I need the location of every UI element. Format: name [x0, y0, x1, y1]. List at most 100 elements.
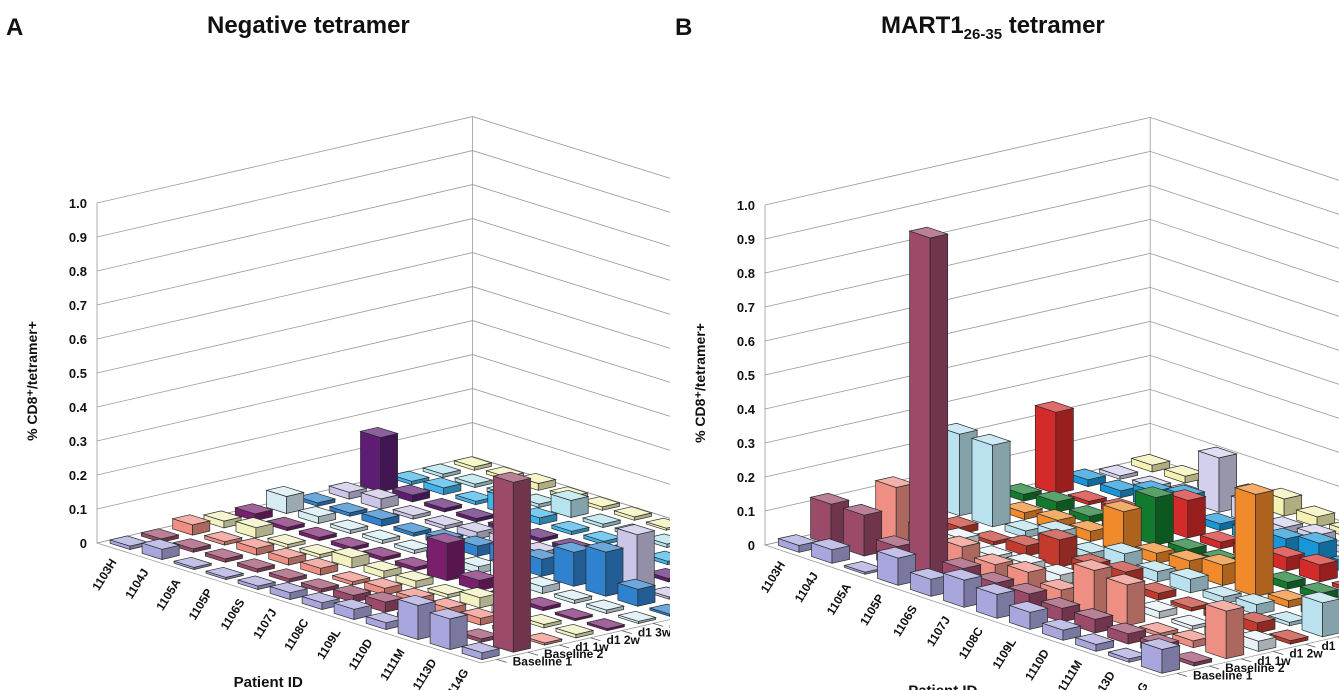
bar — [428, 608, 469, 650]
grid-line — [96, 116, 670, 204]
grid-line — [764, 218, 1339, 308]
y-tick-label: 0.6 — [737, 334, 755, 349]
z-tick-label: d1 2w — [1289, 646, 1323, 660]
bar-side-face — [512, 477, 531, 653]
bar — [549, 489, 590, 518]
bar — [267, 547, 308, 566]
bar-top-face — [428, 608, 469, 620]
bar-top-face — [1106, 622, 1147, 635]
bar — [648, 603, 670, 617]
x-tick-label: 1105P — [857, 592, 887, 628]
bar — [810, 538, 851, 564]
z-tick-label: Baseline 2 — [544, 647, 604, 661]
z-tick-mark — [527, 651, 539, 656]
bar — [1331, 580, 1339, 589]
y-tick-label: 0.5 — [69, 366, 87, 381]
bar — [585, 599, 626, 614]
bar — [1107, 647, 1148, 663]
bar — [235, 537, 276, 556]
bar — [554, 623, 595, 639]
bar-top-face — [140, 538, 181, 550]
bar-top-face — [492, 471, 532, 483]
bar-front-face — [493, 475, 514, 653]
bar-side-face — [449, 614, 468, 650]
bar-top-face — [1035, 509, 1077, 521]
bar-top-face — [1265, 546, 1306, 558]
bar-top-face — [171, 514, 212, 526]
bar-top-face — [646, 550, 670, 562]
bar-top-face — [554, 623, 595, 635]
z-tick-label: Baseline 2 — [1225, 661, 1285, 675]
bar-top-face — [453, 456, 493, 468]
bar — [616, 578, 657, 607]
z-tick-mark — [1273, 651, 1284, 655]
bar — [422, 477, 463, 496]
bar — [1168, 567, 1210, 594]
bar-side-face — [1155, 493, 1174, 546]
bar-top-face — [1007, 582, 1048, 595]
bar-top-face — [517, 472, 557, 484]
bar-top-face — [1135, 560, 1177, 572]
z-tick-mark — [621, 630, 632, 634]
bar-chart-3d: 0 0.1 0.2 0.3 0.4 0.5 0.6 0.7 0.8 0.9 1.0 % CD8⁺/te… — [24, 116, 670, 690]
bar — [299, 557, 340, 576]
bar-top-face — [233, 503, 274, 515]
bar-top-face — [810, 538, 851, 551]
bar-top-face — [523, 632, 564, 644]
bar — [268, 582, 309, 600]
bar-top-face — [939, 527, 981, 540]
bar-top-face — [1040, 597, 1081, 609]
y-tick-label: 0.9 — [737, 232, 755, 247]
bar-front-face — [360, 430, 381, 493]
z-tick-label: d1 2w — [607, 633, 641, 647]
grid-line — [96, 286, 670, 374]
bar-top-face — [1037, 528, 1079, 541]
bar-top-face — [1034, 490, 1076, 503]
bar — [457, 569, 498, 592]
bar — [1067, 490, 1108, 506]
x-tick-label: 1105A — [153, 576, 183, 613]
bar-top-face — [1328, 521, 1339, 528]
bar-top-face — [584, 541, 625, 553]
bar — [613, 506, 653, 521]
bar-top-face — [1002, 501, 1044, 514]
bar-top-face — [1008, 601, 1049, 613]
bar-top-face — [392, 522, 433, 534]
bar — [617, 610, 658, 624]
bar-top-face — [1103, 560, 1145, 573]
bar-top-face — [648, 603, 670, 615]
bar — [454, 490, 495, 506]
bar-front-face — [909, 230, 931, 579]
bar-side-face — [992, 440, 1011, 528]
bar — [1233, 483, 1275, 597]
bar — [332, 598, 373, 620]
y-tick-label: 0.5 — [737, 368, 755, 383]
bar-front-face — [397, 598, 419, 640]
z-tick-label: Baseline 1 — [1193, 668, 1253, 682]
bar-top-face — [1136, 582, 1178, 594]
bar — [140, 538, 181, 560]
bar — [552, 541, 593, 587]
x-tick-label: 1110D — [346, 636, 376, 673]
z-tick-label: Baseline 1 — [513, 654, 573, 668]
bar-top-face — [1005, 552, 1047, 565]
bar-front-face — [1331, 582, 1339, 589]
bar — [330, 547, 371, 569]
bar-top-face — [391, 484, 431, 496]
bar-top-face — [937, 422, 979, 435]
bar-top-face — [1166, 538, 1208, 550]
bar — [553, 589, 594, 604]
x-tick-label: 1114G — [1121, 680, 1151, 690]
grid-line — [764, 184, 1339, 274]
y-tick-label: 0.3 — [69, 434, 87, 449]
bar-front-face — [585, 545, 607, 597]
bar — [391, 505, 432, 520]
bar-top-face — [172, 538, 212, 550]
bar — [1098, 464, 1139, 480]
grid-line — [764, 116, 1339, 206]
bar-top-face — [332, 598, 373, 610]
bar — [645, 517, 670, 531]
bar-top-face — [975, 583, 1016, 595]
bar-top-face — [549, 489, 590, 501]
y-tick-label: 1.0 — [69, 196, 87, 211]
